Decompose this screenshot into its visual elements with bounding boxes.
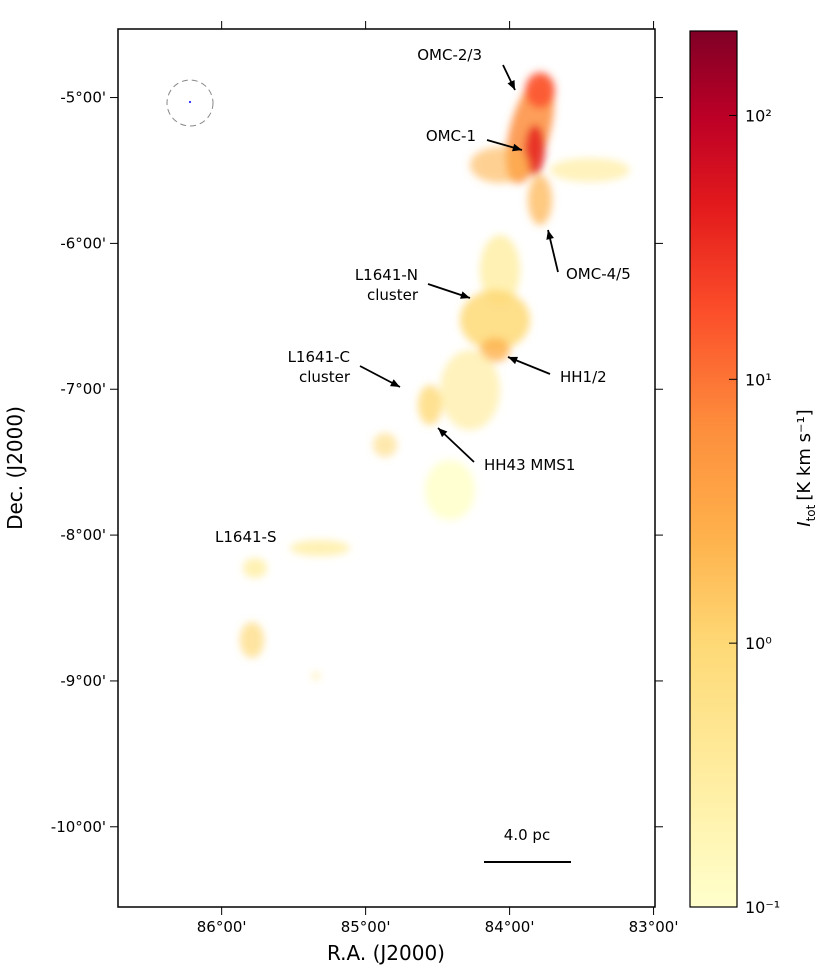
colorbar-tick-label: 10² (745, 106, 772, 125)
beam-center (189, 101, 191, 103)
scale-bar-label: 4.0 pc (504, 826, 550, 844)
annotation: OMC-1 (426, 127, 476, 145)
colorbar (689, 30, 738, 908)
x-tick-label: 85°00' (341, 918, 391, 936)
annotation: L1641-S (215, 528, 276, 546)
y-tick-label: -7°00' (60, 380, 106, 398)
y-tick-label: -10°00' (51, 818, 106, 836)
colorbar-tick-label: 10⁰ (745, 634, 772, 653)
annotation: HH43 MMS1 (484, 456, 575, 474)
annotation: L1641-N (355, 266, 418, 284)
annotation: L1641-C (288, 348, 350, 366)
colorbar-tick-label: 10⁻¹ (745, 898, 780, 917)
arrow-head (546, 230, 554, 240)
y-tick-label: -5°00' (60, 89, 106, 107)
colorbar-sub: tot (804, 504, 818, 521)
colorbar-unit: [K km s⁻¹] (794, 409, 815, 500)
annotation: cluster (367, 286, 419, 304)
colorbar-label: Itot [K km s⁻¹] (794, 409, 818, 526)
arrow-head (512, 143, 522, 152)
colorbar-tick-label: 10¹ (745, 370, 772, 389)
annotation: OMC-4/5 (566, 265, 631, 283)
arrow-head (390, 379, 400, 387)
arrow-head (438, 428, 448, 438)
x-tick-label: 84°00' (485, 918, 535, 936)
annotation: HH1/2 (560, 368, 607, 386)
y-tick-label: -6°00' (60, 234, 106, 252)
y-tick-label: -9°00' (60, 672, 106, 690)
beam (166, 79, 214, 127)
x-tick-label: 86°00' (197, 918, 247, 936)
arrow-head (507, 80, 515, 90)
x-tick-label: 83°00' (629, 918, 679, 936)
annotation: OMC-2/3 (417, 46, 482, 64)
annotation: cluster (299, 368, 351, 386)
y-tick-label: -8°00' (60, 526, 106, 544)
y-axis-label: Dec. (J2000) (3, 406, 27, 530)
plot-frame (117, 28, 656, 908)
arrow-head (508, 356, 518, 365)
emission (240, 72, 630, 680)
arrow-head (460, 291, 470, 299)
colorbar-symbol: I (794, 521, 815, 526)
x-axis-label: R.A. (J2000) (327, 941, 445, 965)
